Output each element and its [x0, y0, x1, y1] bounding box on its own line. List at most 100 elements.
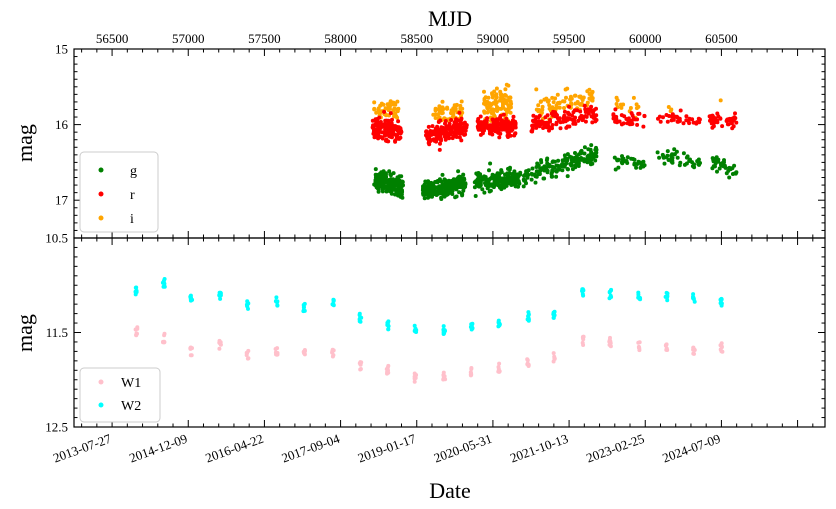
point-g: [557, 167, 562, 172]
point-g: [373, 167, 378, 172]
point-W2: [719, 296, 724, 301]
point-i: [491, 111, 496, 116]
point-r: [549, 111, 554, 116]
point-i: [449, 108, 454, 113]
point-W1: [441, 377, 446, 382]
point-g: [638, 165, 643, 170]
point-r: [499, 125, 503, 130]
point-r: [614, 114, 619, 119]
point-g: [462, 176, 466, 181]
point-r: [729, 121, 734, 126]
point-g: [376, 183, 381, 188]
point-g: [634, 165, 639, 170]
legend-marker-W1: [98, 379, 104, 385]
point-i: [535, 108, 540, 113]
point-r: [550, 123, 555, 127]
point-r: [447, 121, 452, 126]
bottom-y-tick-label: 11.5: [46, 325, 68, 340]
point-W2: [665, 294, 670, 299]
point-g: [440, 172, 445, 177]
point-r: [658, 119, 663, 124]
point-i: [453, 106, 458, 111]
point-W2: [357, 311, 362, 316]
bottom-y-axis-title: mag: [12, 314, 37, 352]
point-g: [675, 155, 680, 160]
point-g: [510, 174, 515, 179]
point-i: [718, 98, 723, 103]
point-r: [443, 119, 448, 123]
point-g: [478, 172, 483, 177]
point-g: [489, 183, 494, 188]
mjd-tick-label: 60500: [705, 31, 738, 46]
point-i: [619, 105, 624, 110]
point-W1: [636, 340, 641, 345]
point-g: [562, 162, 567, 167]
point-g: [568, 162, 573, 167]
point-g: [477, 184, 482, 189]
legend-marker-i: [98, 215, 104, 221]
point-i: [550, 95, 555, 100]
point-r: [554, 122, 559, 127]
point-g: [594, 145, 598, 150]
point-g: [424, 188, 428, 193]
point-r: [594, 118, 599, 122]
point-r: [390, 117, 394, 122]
point-W1: [692, 351, 696, 356]
point-r: [382, 109, 387, 114]
legend-marker-W2: [98, 402, 104, 408]
point-g: [456, 169, 461, 174]
point-r: [490, 123, 495, 128]
point-g: [554, 174, 559, 179]
point-r: [661, 115, 665, 120]
point-W2: [160, 280, 165, 285]
point-g: [458, 175, 463, 179]
point-r: [428, 129, 433, 133]
point-g: [672, 152, 677, 157]
point-r: [586, 111, 591, 116]
point-r: [589, 104, 594, 109]
point-r: [667, 114, 672, 118]
point-r: [426, 124, 431, 129]
point-r: [583, 107, 588, 112]
point-g: [487, 168, 491, 173]
point-r: [642, 114, 647, 119]
point-W2: [691, 292, 696, 297]
point-i: [395, 99, 400, 104]
point-r: [592, 113, 597, 118]
point-g: [508, 165, 512, 170]
point-g: [522, 178, 527, 183]
point-g: [581, 157, 586, 162]
point-r: [594, 106, 598, 111]
point-i: [482, 110, 487, 115]
point-g: [473, 194, 478, 198]
point-g: [488, 161, 493, 166]
point-r: [562, 109, 567, 114]
point-i: [482, 89, 486, 94]
point-r: [457, 122, 462, 127]
point-r: [453, 119, 458, 124]
point-i: [578, 94, 583, 99]
point-i: [614, 95, 619, 100]
point-r: [449, 118, 454, 122]
point-r: [388, 111, 393, 116]
point-g: [387, 169, 392, 174]
point-r: [494, 126, 499, 131]
point-r: [490, 132, 495, 137]
point-r: [727, 116, 732, 121]
point-r: [475, 124, 480, 129]
point-i: [506, 98, 510, 103]
point-g: [399, 187, 403, 192]
point-g: [565, 174, 570, 179]
point-W2: [412, 323, 417, 328]
point-r: [392, 127, 397, 132]
point-i: [504, 82, 509, 87]
point-g: [396, 192, 401, 197]
point-W1: [359, 360, 364, 365]
optical-legend-box: [79, 151, 159, 233]
legend-label-g: g: [130, 164, 137, 179]
point-r: [440, 131, 445, 136]
point-r: [478, 132, 483, 137]
point-g: [393, 192, 397, 197]
point-g: [625, 155, 630, 160]
point-g: [455, 176, 460, 181]
